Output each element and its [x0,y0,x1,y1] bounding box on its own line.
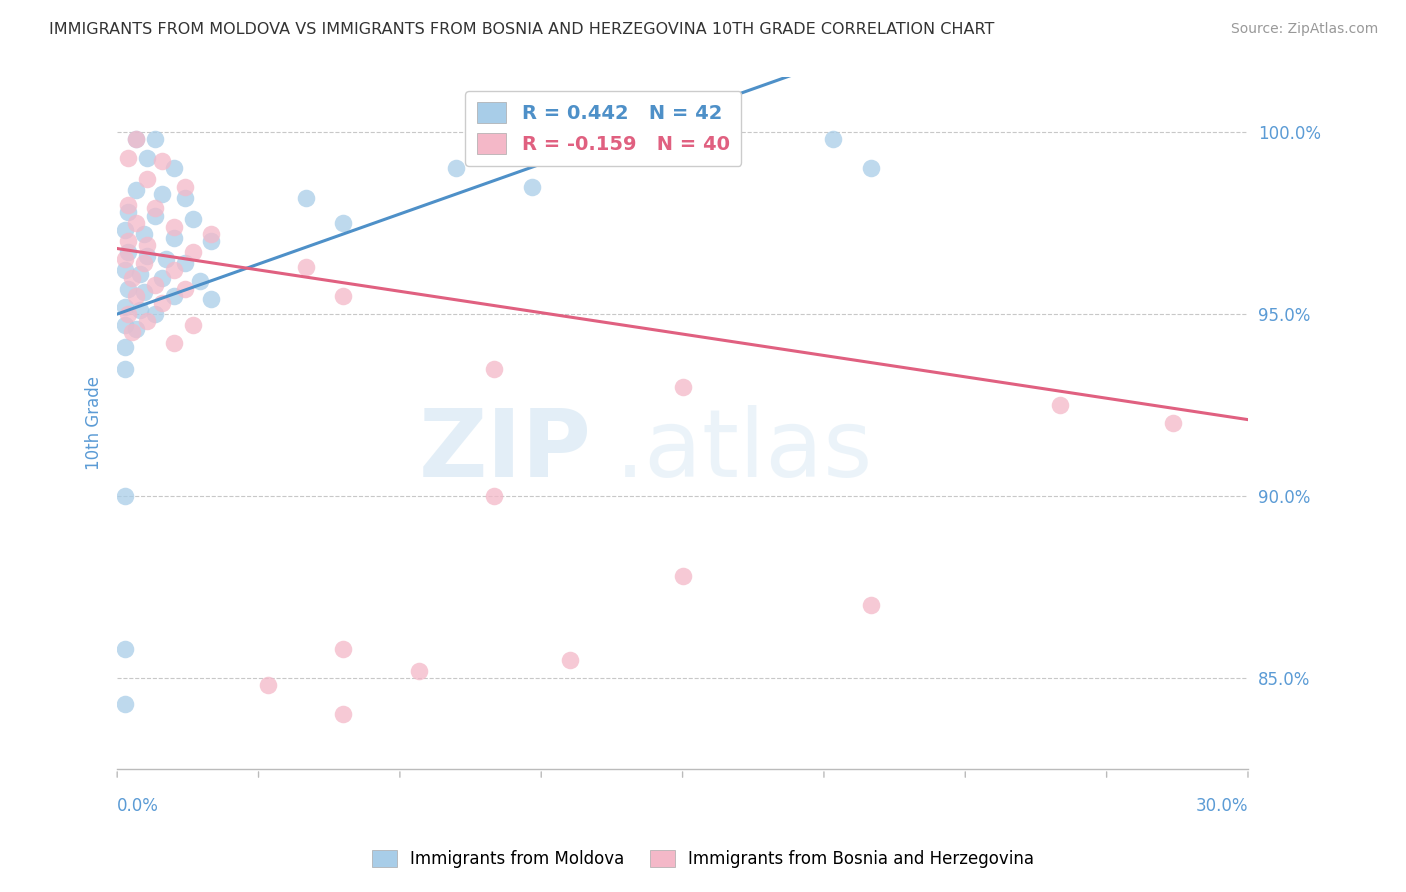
Text: ZIP: ZIP [419,405,592,497]
Point [152,270,174,285]
Point [257,678,280,692]
Point [121,270,143,285]
Point [860,599,883,613]
Point [181,318,204,332]
Point [200,234,222,248]
Point [114,697,136,711]
Y-axis label: 10th Grade: 10th Grade [86,376,103,470]
Text: 0.0%: 0.0% [117,797,159,814]
Point [332,707,354,722]
Point [446,161,468,176]
Point [125,132,148,146]
Point [520,179,543,194]
Text: .atlas: .atlas [614,405,873,497]
Point [117,282,139,296]
Point [114,318,136,332]
Point [671,569,693,583]
Point [136,238,159,252]
Point [136,314,159,328]
Point [332,642,354,657]
Point [114,489,136,503]
Point [174,179,197,194]
Legend: R = 0.442   N = 42, R = -0.159   N = 40: R = 0.442 N = 42, R = -0.159 N = 40 [465,91,741,166]
Point [174,190,197,204]
Point [132,256,155,270]
Point [1049,398,1071,412]
Point [125,183,148,197]
Text: IMMIGRANTS FROM MOLDOVA VS IMMIGRANTS FROM BOSNIA AND HERZEGOVINA 10TH GRADE COR: IMMIGRANTS FROM MOLDOVA VS IMMIGRANTS FR… [49,22,994,37]
Point [128,267,150,281]
Point [125,321,148,335]
Point [181,212,204,227]
Point [136,172,159,186]
Point [332,216,354,230]
Point [163,219,186,234]
Point [1161,417,1184,431]
Point [143,132,166,146]
Point [136,151,159,165]
Point [294,260,316,274]
Point [294,190,316,204]
Point [117,205,139,219]
Point [332,289,354,303]
Point [558,653,581,667]
Point [181,245,204,260]
Point [114,300,136,314]
Point [125,216,148,230]
Point [132,227,155,241]
Point [121,325,143,339]
Point [163,263,186,277]
Point [143,277,166,292]
Point [163,289,186,303]
Point [860,161,883,176]
Point [823,132,845,146]
Point [174,256,197,270]
Point [114,263,136,277]
Point [671,380,693,394]
Point [143,307,166,321]
Point [117,245,139,260]
Point [482,489,505,503]
Point [174,282,197,296]
Point [136,249,159,263]
Point [163,161,186,176]
Text: Source: ZipAtlas.com: Source: ZipAtlas.com [1230,22,1378,37]
Point [152,154,174,169]
Point [114,252,136,267]
Point [152,296,174,310]
Point [114,361,136,376]
Point [114,223,136,237]
Text: 30.0%: 30.0% [1195,797,1249,814]
Point [114,642,136,657]
Point [408,664,430,678]
Point [117,307,139,321]
Point [125,289,148,303]
Point [117,151,139,165]
Point [200,293,222,307]
Point [155,252,177,267]
Point [128,303,150,318]
Point [143,202,166,216]
Point [125,132,148,146]
Point [200,227,222,241]
Point [163,230,186,244]
Point [482,361,505,376]
Point [117,234,139,248]
Point [163,336,186,351]
Point [117,198,139,212]
Point [132,285,155,300]
Point [152,186,174,201]
Legend: Immigrants from Moldova, Immigrants from Bosnia and Herzegovina: Immigrants from Moldova, Immigrants from… [366,843,1040,875]
Point [188,274,211,288]
Point [143,209,166,223]
Point [114,340,136,354]
